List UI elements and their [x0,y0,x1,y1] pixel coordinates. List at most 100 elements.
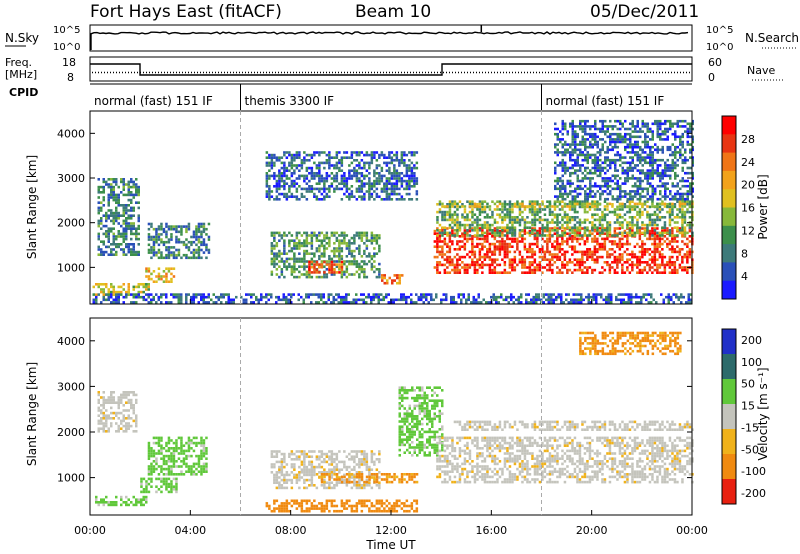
heatmap-cell [568,218,572,222]
heatmap-cell [493,234,497,237]
heatmap-cell [190,301,193,304]
heatmap-cell [110,227,113,230]
heatmap-cell [641,210,644,214]
heatmap-cell [368,260,371,263]
heatmap-cell [584,195,587,198]
heatmap-cell [298,198,301,201]
heatmap-cell [373,174,376,178]
heatmap-cell [661,263,664,267]
heatmap-cell [242,301,245,304]
heatmap-cell [338,166,341,170]
heatmap-cell [666,261,669,264]
heatmap-cell [581,153,584,157]
heatmap-cell [651,237,654,241]
heatmap-cell [373,156,376,159]
heatmap-cell [651,169,654,172]
heatmap-cell [613,240,617,243]
heatmap-cell [636,187,639,191]
heatmap-cell [112,191,115,194]
heatmap-cell [353,169,356,172]
heatmap-cell [177,238,181,241]
heatmap-cell [609,138,612,141]
heatmap-cell [603,208,607,211]
heatmap-cell [523,242,527,246]
heatmap-cell [320,244,324,248]
heatmap-cell [180,240,183,244]
heatmap-cell [441,234,444,237]
heatmap-cell [373,190,376,193]
heatmap-cell [673,261,677,264]
heatmap-cell [225,293,228,296]
heatmap-cell [110,301,113,304]
heatmap-cell [634,130,637,133]
heatmap-cell [398,159,401,162]
heatmap-cell [368,177,371,180]
heatmap-cell [468,223,472,227]
heatmap-cell [451,221,454,224]
heatmap-cell [571,208,574,211]
heatmap-cell [313,172,316,175]
heatmap-cell [598,242,602,246]
heatmap-cell [583,231,587,235]
heatmap-cell [385,185,389,188]
heatmap-cell [117,185,120,189]
heatmap-cell [320,295,323,299]
heatmap-cell [598,208,602,211]
heatmap-cell [686,132,689,136]
heatmap-cell [491,258,494,261]
heatmap-cell [167,301,170,304]
heatmap-cell [576,161,579,165]
heatmap-cell [603,242,607,246]
heatmap-cell [598,271,602,274]
heatmap-cell [288,185,291,188]
heatmap-cell [345,260,349,263]
heatmap-cell [621,263,624,267]
heatmap-cell [448,210,452,214]
heatmap-cell [606,130,609,133]
heatmap-cell [323,195,326,198]
heatmap-cell [503,234,507,237]
heatmap-cell [150,272,153,276]
heatmap-cell [353,234,356,237]
heatmap-cell [668,229,672,232]
heatmap-cell [350,249,354,253]
heatmap-cell [564,161,567,165]
heatmap-cell [638,261,642,264]
heatmap-cell [651,145,654,149]
heatmap-cell [641,122,644,126]
heatmap-cell [135,232,138,236]
heatmap-cell [295,247,299,250]
heatmap-cell [348,164,351,167]
heatmap-cell [578,242,582,246]
heatmap-cell [345,242,349,245]
heatmap-cell [278,260,281,263]
heatmap-cell [471,248,474,251]
heatmap-cell [147,301,150,304]
heatmap-cell [626,235,629,238]
heatmap-cell [554,127,557,131]
heatmap-cell [601,245,604,248]
heatmap-cell [523,248,527,251]
heatmap-cell [280,252,284,255]
heatmap-cell [591,145,594,149]
heatmap-cell [393,169,396,172]
heatmap-cell [298,242,301,245]
heatmap-cell [112,285,115,289]
heatmap-cell [483,205,487,209]
heatmap-cell [260,298,263,302]
heatmap-cell [250,295,253,299]
heatmap-cell [561,122,564,126]
heatmap-cell [160,233,163,236]
heatmap-cell [528,263,532,267]
heatmap-cell [160,251,163,254]
heatmap-cell [584,190,587,193]
heatmap-cell [405,153,409,157]
heatmap-cell [293,275,296,279]
heatmap-cell [654,158,657,162]
heatmap-cell [122,227,125,230]
heatmap-cell [653,258,657,261]
heatmap-cell [664,184,667,188]
heatmap-cell [676,122,679,126]
heatmap-cell [192,230,196,234]
heatmap-cell [112,193,115,197]
